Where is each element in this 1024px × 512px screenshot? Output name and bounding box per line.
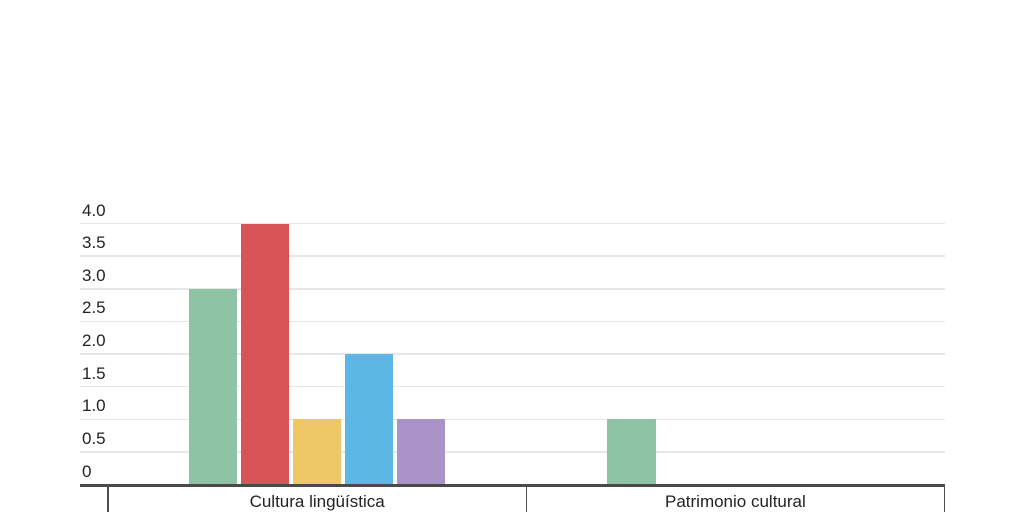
category-separator [107, 484, 109, 512]
y-tick-label: 2.0 [82, 331, 106, 350]
gridline [80, 451, 945, 453]
x-axis-baseline [80, 483, 945, 487]
y-tick-label: 3.5 [82, 233, 106, 253]
y-tick-label: 1.5 [82, 363, 106, 383]
gridline [80, 222, 945, 225]
y-tick-label: 3.0 [82, 265, 106, 285]
gridline [80, 288, 945, 290]
category-label: Cultura lingüística [249, 492, 385, 511]
bar-green [188, 288, 238, 485]
y-tick-label: 2.5 [82, 298, 106, 318]
bar-blue [344, 354, 394, 485]
y-tick-label: 0.5 [82, 428, 106, 448]
bar-purple [396, 419, 446, 485]
category-separator [943, 484, 946, 512]
bar-red [240, 223, 290, 485]
gridline [80, 255, 945, 257]
bar-green [607, 419, 656, 485]
category-label: Patrimonio cultural [664, 492, 806, 511]
bar-yellow [292, 419, 342, 485]
gridline [80, 418, 945, 420]
category-separator [525, 484, 527, 512]
y-tick-label: 4.0 [82, 200, 106, 220]
y-tick-label: 0 [82, 461, 92, 481]
y-tick-label: 1.0 [82, 396, 106, 416]
gridline [80, 353, 945, 355]
gridline [80, 320, 945, 323]
gridline [80, 385, 945, 388]
